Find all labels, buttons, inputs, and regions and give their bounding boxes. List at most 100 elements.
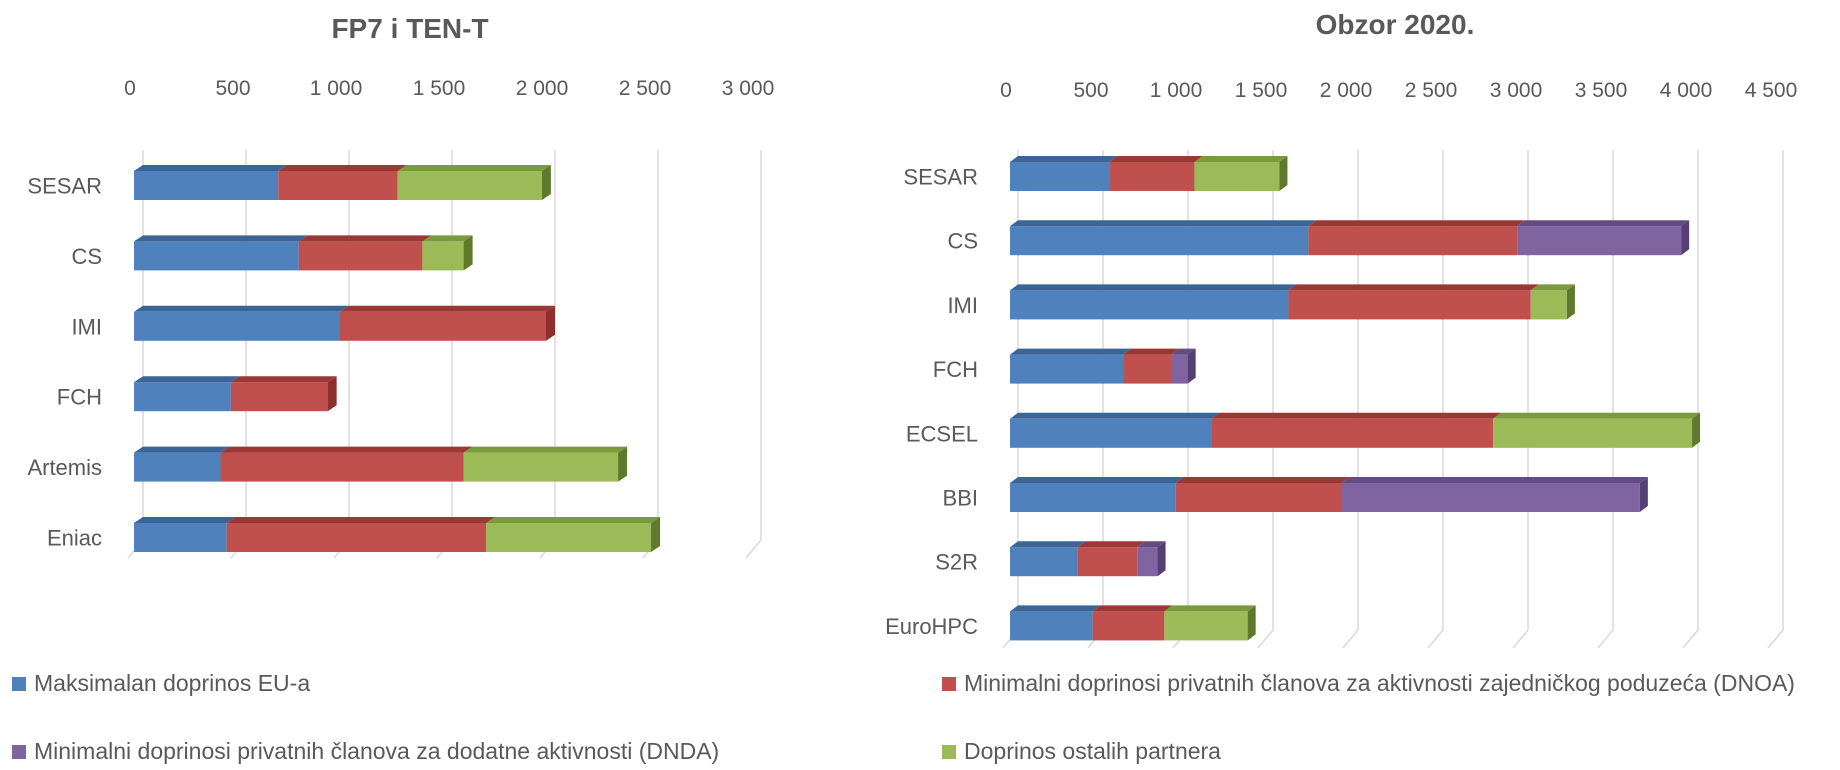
gridline [436, 150, 453, 559]
tick-label: 1 000 [310, 77, 363, 100]
tick-label: 3 500 [1575, 79, 1628, 102]
gridline [745, 150, 762, 559]
gridline [230, 150, 247, 559]
tick-label: 2 000 [516, 77, 569, 100]
bar-side-face [1681, 220, 1690, 256]
gridline [539, 150, 556, 559]
bar-side-face [1187, 348, 1196, 384]
bar-row: ECSEL [906, 412, 1701, 448]
bar-segment [1341, 477, 1648, 512]
bar-side-face [463, 235, 473, 271]
gridline [333, 150, 350, 559]
tick-label: 1 000 [1150, 79, 1203, 102]
bar-top-face [1010, 412, 1220, 419]
tick-label: 2 000 [1320, 79, 1373, 102]
bar-row: IMI [947, 284, 1575, 320]
bar-front-face [1109, 162, 1195, 191]
category-label: CS [71, 244, 102, 269]
bar-segment [1123, 348, 1180, 384]
bar-front-face [1010, 354, 1124, 384]
tick-label: 1 500 [1235, 79, 1288, 102]
bar-top-face [134, 165, 288, 171]
bar-top-face [463, 446, 628, 453]
bar-row: SESAR [903, 156, 1288, 191]
bar-top-face [1164, 605, 1256, 612]
bar-segment [226, 517, 496, 552]
bar-front-face [134, 241, 299, 271]
bar-segment [1077, 541, 1146, 577]
tick-label: 500 [1073, 79, 1108, 102]
bar-top-face [220, 446, 473, 453]
bar-segment [298, 235, 432, 271]
category-label: Artemis [27, 455, 102, 480]
bar-top-face [134, 235, 308, 242]
bar-top-face [486, 517, 661, 523]
bar-segment [463, 446, 628, 482]
category-label: S2R [935, 550, 978, 575]
bar-top-face [1109, 156, 1203, 162]
bar-front-face [463, 452, 619, 482]
bar-top-face [1010, 220, 1317, 227]
bar-front-face [1010, 418, 1212, 448]
category-label: SESAR [27, 174, 102, 199]
bar-top-face [1010, 156, 1118, 162]
bar-top-face [298, 235, 432, 242]
bar-top-face [226, 517, 496, 523]
bar-top-face [1530, 284, 1575, 291]
gridline [1767, 150, 1784, 649]
bar-front-face [134, 171, 279, 200]
bar-top-face [1288, 284, 1539, 291]
bar-segment [1010, 284, 1297, 320]
bar-row: EuroHPC [885, 605, 1256, 641]
bar-segment [134, 305, 349, 341]
bar-front-face [1288, 290, 1531, 320]
bar-segment [1010, 348, 1132, 384]
bar-front-face [134, 382, 231, 412]
bar-row: FCH [57, 376, 337, 412]
chart-horizon2020: Obzor 2020. 0 500 1 000 1 500 2 000 2 500 3 000… [885, 9, 1798, 649]
bar-segment [340, 305, 555, 341]
category-label: BBI [943, 486, 978, 511]
tick-label: 0 [124, 77, 136, 100]
tick-label: 4 500 [1745, 79, 1798, 102]
bar-top-face [278, 165, 407, 171]
bar-segment [1164, 605, 1256, 641]
category-label: Eniac [47, 526, 102, 551]
bar-segment [1109, 156, 1203, 191]
bar-top-face [1010, 541, 1086, 548]
tick-label: 3 000 [722, 77, 775, 100]
tick-label: 1 500 [413, 77, 466, 100]
tick-label: 2 500 [619, 77, 672, 100]
bar-side-face [1566, 284, 1575, 320]
bar-segment [230, 376, 337, 412]
bar-side-face [1247, 605, 1256, 641]
bar-front-face [1493, 418, 1693, 448]
bar-front-face [486, 523, 652, 552]
gridline [1597, 150, 1614, 649]
bar-segment [134, 446, 230, 482]
bar-segment [1010, 156, 1118, 191]
bar-top-face [1341, 477, 1648, 483]
bar-row: CS [71, 235, 473, 271]
bar-segment [1175, 477, 1350, 512]
bar-top-face [1175, 477, 1350, 483]
bar-side-face [1692, 412, 1701, 448]
bar-top-face [1308, 220, 1526, 227]
bar-segment [1092, 605, 1173, 641]
bar-top-face [1171, 348, 1196, 355]
bar-front-face [1171, 354, 1188, 384]
bar-front-face [1175, 483, 1342, 512]
bar-segment [1288, 284, 1539, 320]
bar-front-face [1077, 547, 1138, 577]
bar-side-face [1639, 477, 1648, 512]
category-label: FCH [57, 385, 102, 410]
bar-segment [1010, 220, 1317, 256]
bar-front-face [220, 452, 464, 482]
bar-row: SESAR [27, 165, 551, 200]
bar-top-face [1493, 412, 1701, 419]
bar-front-face [1123, 354, 1172, 384]
category-label: FCH [933, 357, 978, 382]
tick-label: 500 [215, 77, 250, 100]
bar-front-face [1517, 226, 1682, 256]
